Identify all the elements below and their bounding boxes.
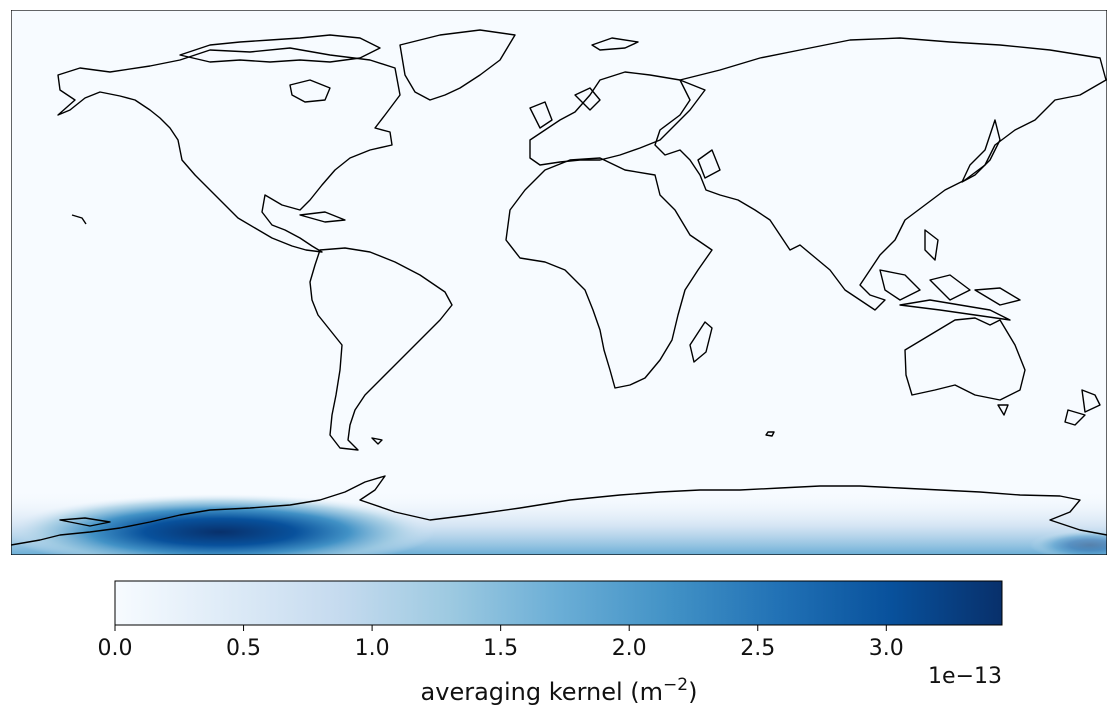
colorbar-tick-label: 1.5 xyxy=(483,636,518,661)
colorbar-tick-label: 0.0 xyxy=(98,636,133,661)
colorbar-tick-label: 1.0 xyxy=(355,636,390,661)
colorbar-offset-text: 1e−13 xyxy=(928,664,1002,689)
map-background xyxy=(11,10,1107,555)
colorbar-label: averaging kernel (m−2) xyxy=(421,675,698,706)
colorbar-tick-label: 2.0 xyxy=(612,636,647,661)
coast-asia xyxy=(654,37,1107,311)
colorbar-ticks: 0.0 0.5 1.0 1.5 2.0 2.5 3.0 xyxy=(98,625,904,661)
coast-arctic-islands xyxy=(179,34,381,63)
colorbar-tick-label: 2.5 xyxy=(740,636,775,661)
coast-madagascar xyxy=(689,321,713,363)
colorbar: 0.0 0.5 1.0 1.5 2.0 2.5 3.0 1e−13 averaging ke… xyxy=(98,580,1003,706)
coast-europe xyxy=(529,71,706,166)
coast-north-america xyxy=(57,47,401,253)
coast-south-america xyxy=(309,247,453,451)
kernel-hotspot xyxy=(11,494,435,555)
coast-africa xyxy=(505,157,713,389)
coast-antarctica xyxy=(11,475,1107,546)
coast-new-zealand xyxy=(1081,389,1101,413)
colorbar-gradient xyxy=(114,580,1003,626)
map-panel xyxy=(11,10,1107,555)
colorbar-tick-label: 0.5 xyxy=(226,636,261,661)
coastlines xyxy=(11,29,1107,546)
colorbar-tick-label: 3.0 xyxy=(869,636,904,661)
kernel-hotspot-east xyxy=(1030,530,1107,555)
coast-japan xyxy=(961,119,1001,183)
coast-australia xyxy=(904,317,1026,401)
coast-greenland xyxy=(399,29,516,101)
